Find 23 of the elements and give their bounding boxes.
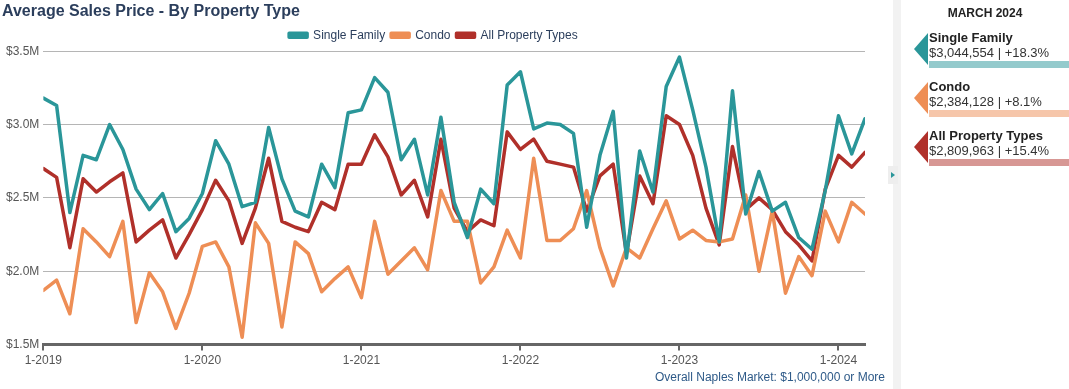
text: $2,809,963 | +15.4% xyxy=(929,143,1051,158)
chart-title: Average Sales Price - By Property Type xyxy=(2,2,301,20)
x-tick-label: 1-2019 xyxy=(24,353,63,368)
x-tick-label: 1-2024 xyxy=(819,353,858,368)
legend-label: Single Family xyxy=(313,27,386,42)
y-tick-label: $2.5M xyxy=(5,190,40,205)
x-tick-label: 1-2022 xyxy=(501,353,540,368)
x-tick-label: 1-2020 xyxy=(183,353,222,368)
y-tick-label: $1.5M xyxy=(5,336,40,351)
x-tick-label: 1-2021 xyxy=(342,353,381,368)
text: $3,044,554 | +18.3% xyxy=(929,45,1051,60)
text: MARCH 2024 xyxy=(946,6,1024,20)
text: All Property Types xyxy=(929,128,1043,143)
text: Overall Naples Market: $1,000,000 or More xyxy=(654,370,885,384)
legend-label: All Property Types xyxy=(480,27,578,42)
y-tick-label: $3.5M xyxy=(5,43,40,58)
x-tick-label: 1-2023 xyxy=(660,353,699,368)
text: Single Family xyxy=(929,30,1013,45)
y-tick-label: $2.0M xyxy=(5,263,40,278)
text: $2,384,128 | +8.1% xyxy=(929,94,1043,109)
legend-label: Condo xyxy=(415,27,451,42)
text: Condo xyxy=(929,79,971,94)
y-tick-label: $3.0M xyxy=(5,116,40,131)
